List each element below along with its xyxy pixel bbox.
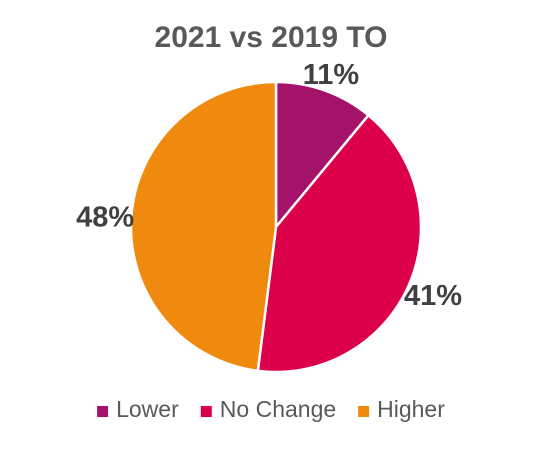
legend-label-higher: Higher [377,396,445,422]
data-label-no-change: 41% [404,280,462,312]
legend-marker-no-change [200,406,212,417]
pie-slice-lower [274,80,371,231]
pie-slice-no-change [256,113,423,374]
legend-marker-higher [358,406,370,417]
chart-title: 2021 vs 2019 TO [155,21,388,54]
legend-label-lower: Lower [116,396,179,422]
legend-label-no-change: No Change [220,396,336,422]
pie-slice-higher [129,80,278,373]
data-label-lower: 11% [303,59,360,91]
data-labels: 11% 41% 48% [76,59,462,312]
legend-marker-lower [97,406,109,417]
data-label-higher: 48% [76,201,134,233]
pie-slices [129,80,423,374]
legend: Lower No Change Higher [97,396,445,422]
